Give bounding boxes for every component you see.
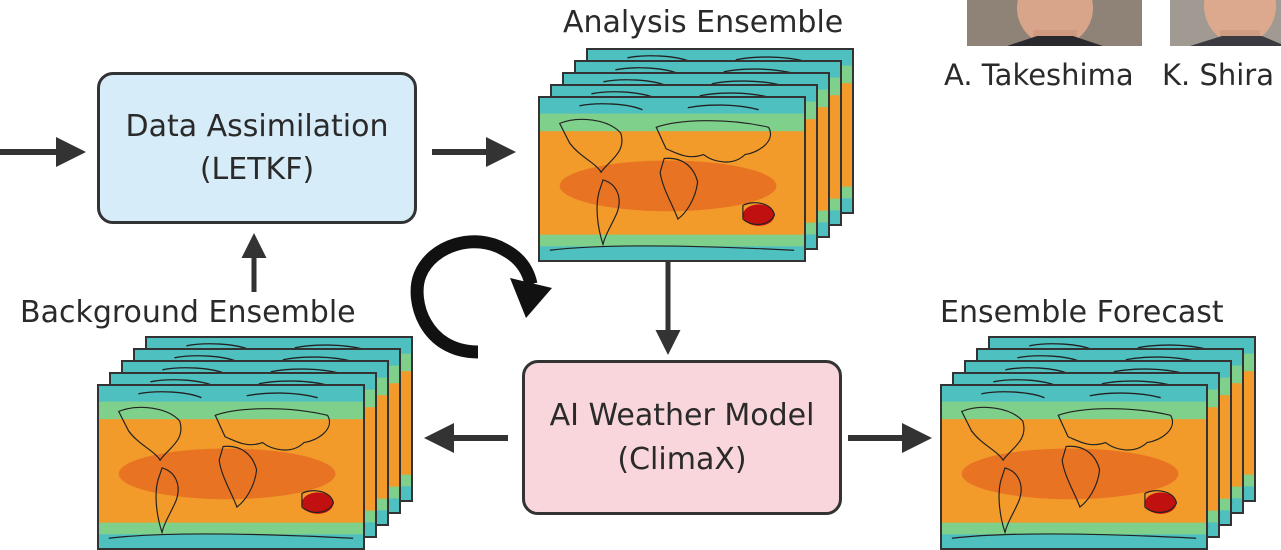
data-assimilation-title: Data Assimilation bbox=[125, 108, 389, 144]
background-ensemble-label: Background Ensemble bbox=[20, 295, 356, 330]
ai-weather-model-box: AI Weather Model (ClimaX) bbox=[522, 360, 842, 515]
author-name-shira: K. Shira bbox=[1162, 58, 1274, 92]
ai-weather-model-title: AI Weather Model bbox=[549, 398, 815, 433]
ai-weather-model-method: (ClimaX) bbox=[617, 441, 747, 477]
background-ensemble-stack bbox=[97, 336, 417, 550]
author-name-takeshima: A. Takeshima bbox=[944, 58, 1134, 92]
author-photo-takeshima bbox=[967, 0, 1142, 46]
data-assimilation-method: (LETKF) bbox=[199, 152, 315, 187]
analysis-ensemble-label: Analysis Ensemble bbox=[563, 5, 844, 40]
analysis-ensemble-stack bbox=[538, 48, 858, 262]
data-assimilation-box: Data Assimilation (LETKF) bbox=[97, 72, 417, 224]
author-photo-shira bbox=[1170, 0, 1281, 46]
world-map-front bbox=[538, 96, 806, 262]
cycle-arrow-icon bbox=[410, 235, 538, 359]
ensemble-forecast-label: Ensemble Forecast bbox=[940, 295, 1224, 330]
arrows-overlay bbox=[0, 137, 932, 453]
